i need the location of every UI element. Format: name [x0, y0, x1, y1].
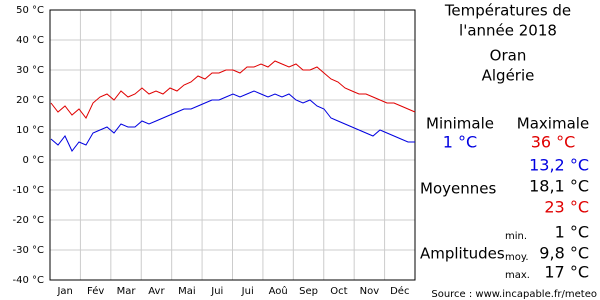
stat-label: Minimale: [426, 115, 494, 133]
x-tick-label: Jui: [210, 286, 223, 297]
x-tick-label: Nov: [360, 286, 380, 297]
stat-value: 1 °C: [443, 133, 477, 152]
y-tick-label: 0 °C: [22, 155, 44, 166]
x-tick-label: Sep: [299, 286, 318, 297]
x-tick-label: Jui: [241, 286, 254, 297]
x-tick-label: Mai: [178, 286, 196, 297]
stat-label: moy.: [505, 252, 529, 263]
stat-value: 17 °C: [544, 263, 589, 282]
x-tick-label: Avr: [148, 286, 165, 297]
x-tick-label: Mar: [117, 286, 137, 297]
stat-label: Maximale: [517, 115, 589, 133]
y-tick-label: -20 °C: [13, 215, 45, 226]
y-tick-label: 10 °C: [16, 125, 44, 136]
stat-value: 1 °C: [555, 223, 589, 242]
title-line: l'année 2018: [459, 22, 557, 40]
stat-label: Moyennes: [420, 180, 496, 198]
stat-value: 23 °C: [544, 198, 589, 217]
stat-value: 13,2 °C: [529, 156, 589, 175]
x-tick-label: Fév: [87, 285, 104, 297]
source: Source : www.incapable.fr/meteo: [431, 289, 597, 300]
y-tick-label: 50 °C: [16, 5, 44, 16]
temperature-line: [50, 60, 416, 119]
y-tick-label: -10 °C: [13, 185, 45, 196]
x-tick-label: Oct: [330, 286, 347, 297]
country: Algérie: [482, 67, 535, 85]
y-tick-label: 20 °C: [16, 95, 44, 106]
x-tick-label: Déc: [390, 285, 409, 297]
x-tick-label: Aoû: [269, 285, 288, 297]
stat-value: 9,8 °C: [539, 244, 589, 263]
y-tick-label: 40 °C: [16, 35, 44, 46]
title-line: Températures de: [444, 2, 571, 20]
temperature-line: [50, 90, 415, 152]
stat-label: Amplitudes: [420, 245, 505, 263]
y-tick-label: -30 °C: [13, 245, 45, 256]
y-tick-label: 30 °C: [16, 65, 44, 76]
x-tick-label: Jan: [56, 286, 72, 297]
stat-value: 36 °C: [531, 133, 576, 152]
stat-label: max.: [505, 270, 530, 281]
city: Oran: [490, 47, 527, 65]
stat-value: 18,1 °C: [529, 177, 589, 196]
y-tick-label: -40 °C: [13, 275, 45, 286]
stat-label: min.: [505, 231, 527, 242]
plot-frame: [49, 9, 416, 281]
